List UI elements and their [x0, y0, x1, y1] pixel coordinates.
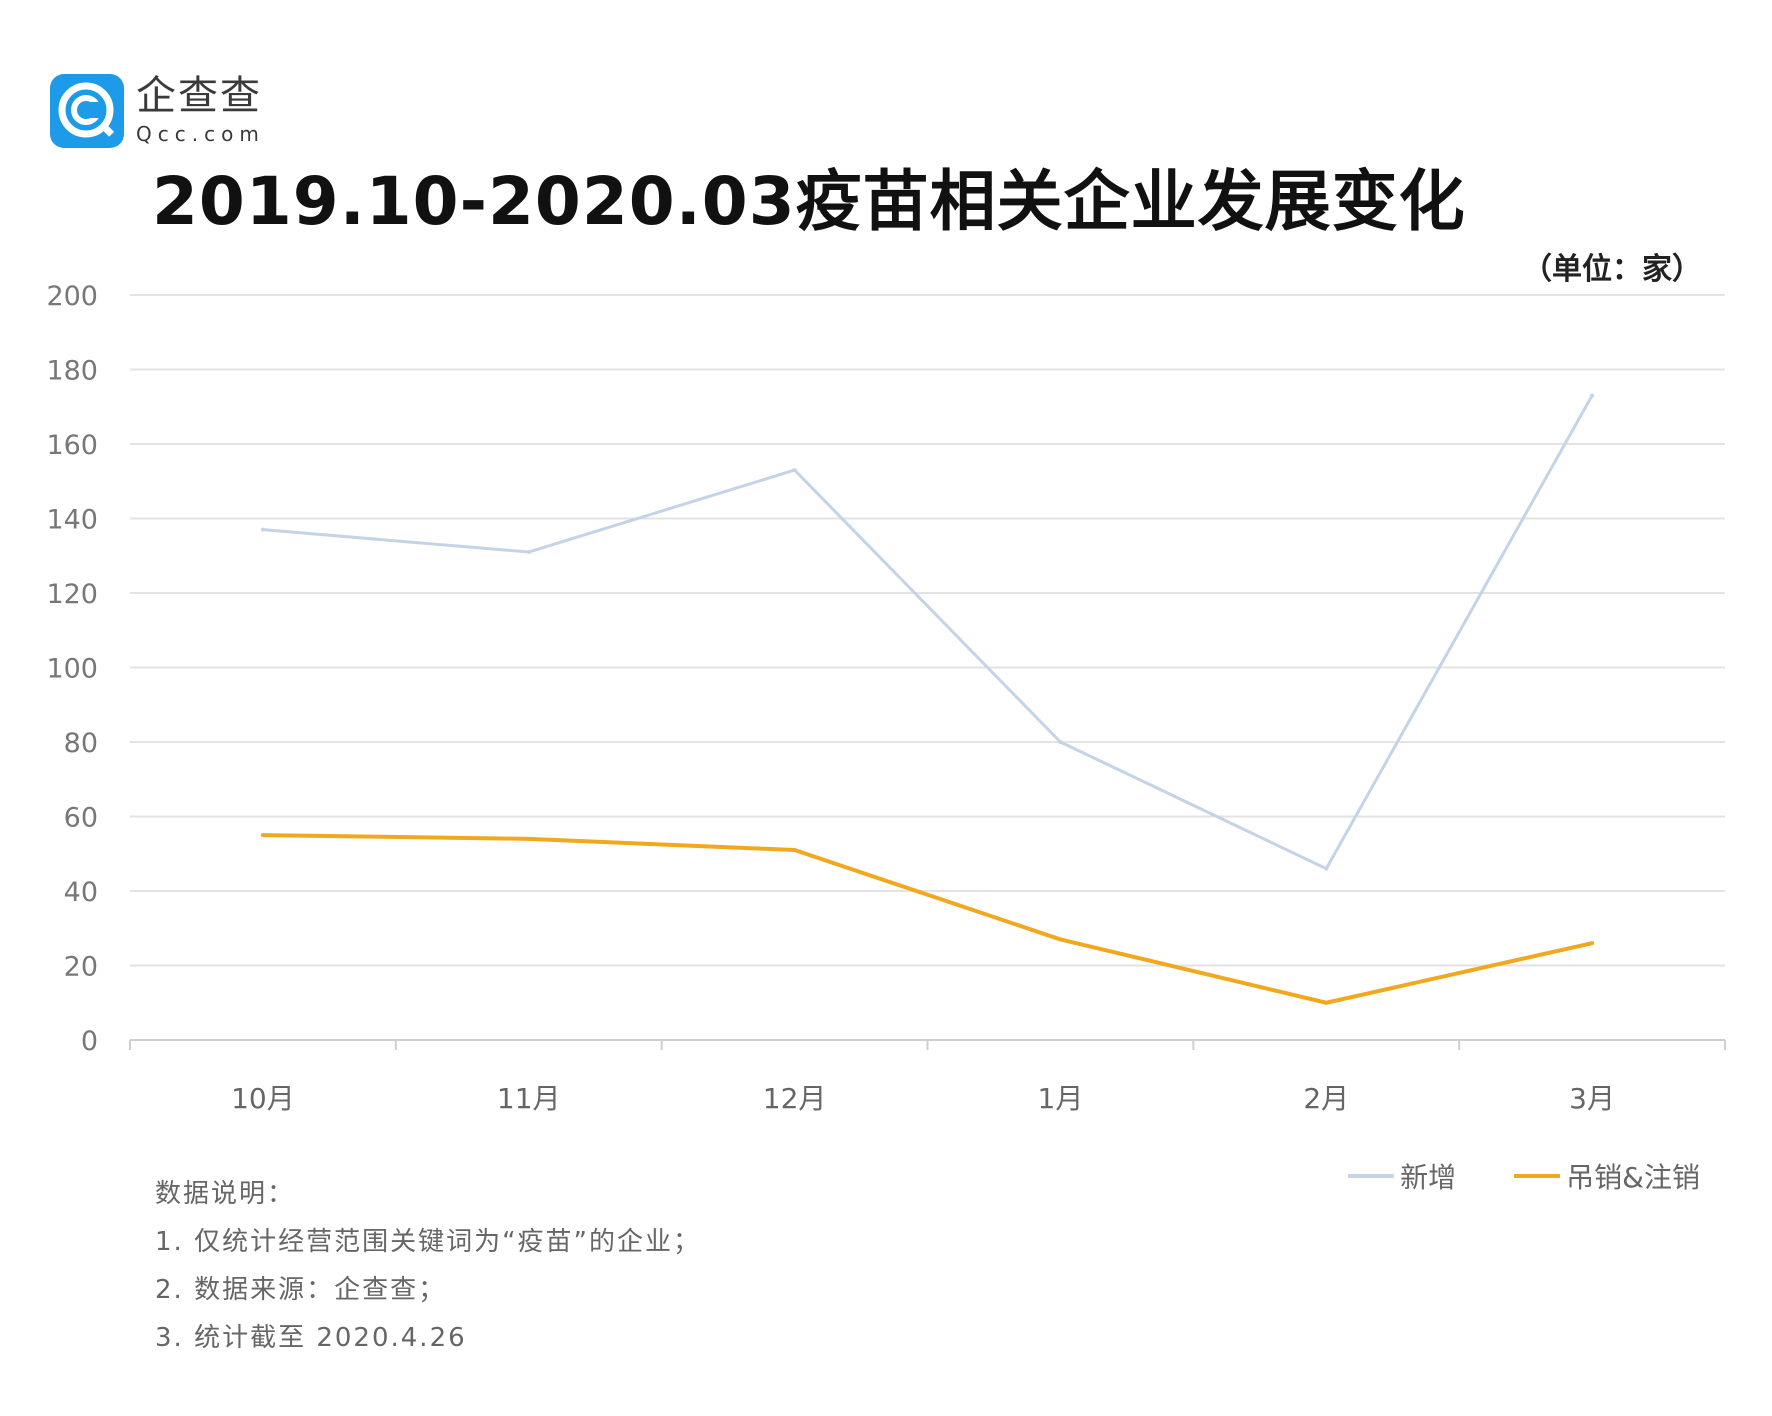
y-tick-label: 120 [46, 579, 98, 610]
x-tick-label: 11月 [497, 1082, 561, 1115]
data-point-new [792, 468, 797, 473]
legend-swatch-revoked [1514, 1174, 1561, 1178]
y-tick-label: 60 [64, 803, 98, 834]
x-tick-label: 1月 [1038, 1082, 1084, 1115]
legend-label-new: 新增 [1400, 1161, 1457, 1194]
x-tick-label: 12月 [763, 1082, 827, 1115]
series-line-revoked [262, 833, 1593, 1005]
y-tick-label: 20 [64, 952, 98, 983]
legend-swatch-new [1348, 1174, 1395, 1178]
notes-line: 1. 仅统计经营范围关键词为“疫苗”的企业； [155, 1227, 702, 1257]
x-tick-label: 2月 [1303, 1082, 1349, 1115]
y-tick-label: 160 [46, 430, 98, 461]
y-tick-label: 200 [46, 281, 98, 312]
qcc-logo-icon [50, 74, 124, 148]
legend: 新增 吊销&注销 [1290, 1156, 1700, 1196]
y-tick-label: 0 [81, 1026, 98, 1057]
brand-name: 企查查 [136, 73, 262, 119]
data-point-new [260, 527, 265, 532]
data-point-revoked [526, 836, 531, 841]
legend-item-new: 新增 [1348, 1156, 1456, 1196]
x-tick-label: 3月 [1569, 1082, 1615, 1115]
data-notes: 数据说明： 1. 仅统计经营范围关键词为“疫苗”的企业； 2. 数据来源：企查查… [155, 1170, 701, 1362]
data-point-revoked [1058, 937, 1063, 942]
data-point-new [1324, 866, 1329, 871]
data-point-revoked [792, 848, 797, 853]
notes-line: 3. 统计截至 2020.4.26 [155, 1323, 467, 1353]
data-point-revoked [260, 833, 265, 838]
brand: 企查查 Qcc.com [50, 74, 265, 148]
brand-domain: Qcc.com [136, 122, 265, 146]
y-tick-label: 140 [46, 505, 98, 536]
legend-label-revoked: 吊销&注销 [1566, 1161, 1700, 1194]
y-tick-label: 180 [46, 356, 98, 387]
chart-title: 2019.10-2020.03疫苗相关企业发展变化 [152, 163, 1466, 240]
x-tick-label: 10月 [231, 1082, 295, 1115]
data-point-revoked [1590, 941, 1595, 946]
series-line-new [262, 394, 1594, 871]
notes-line: 2. 数据来源：企查查； [155, 1275, 447, 1305]
data-point-revoked [1324, 1000, 1329, 1005]
data-point-new [1058, 740, 1063, 744]
legend-item-revoked: 吊销&注销 [1514, 1156, 1700, 1196]
unit-label: （单位：家） [1522, 252, 1702, 287]
y-tick-label: 100 [46, 654, 98, 685]
y-tick-label: 80 [64, 728, 98, 759]
notes-heading: 数据说明： [155, 1179, 296, 1209]
data-point-new [1590, 393, 1595, 398]
y-tick-label: 40 [64, 877, 98, 908]
data-point-new [526, 550, 531, 555]
